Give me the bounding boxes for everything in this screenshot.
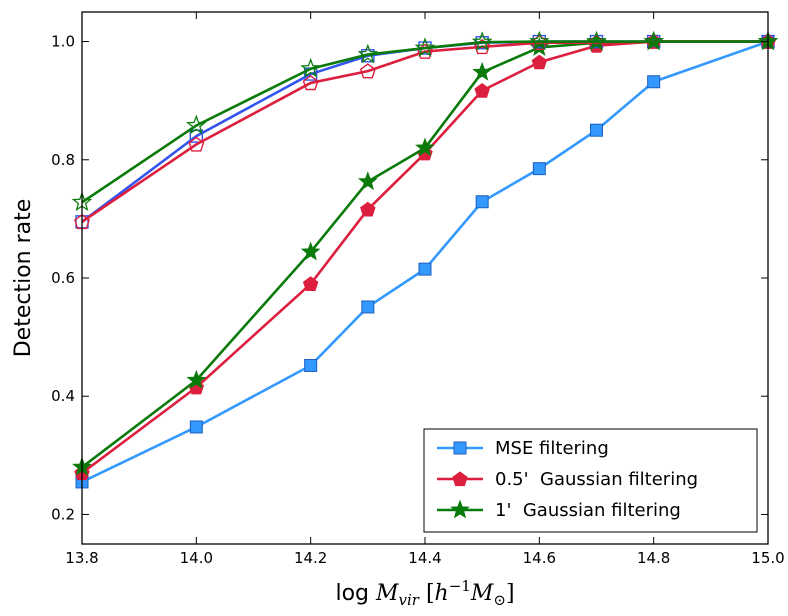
data-point-g1_open [300,57,321,78]
legend-marker [453,441,467,455]
data-point-mse [361,300,375,314]
data-point-mse [590,123,603,137]
data-point-mse [475,195,489,209]
data-point-g05_open [188,136,205,152]
x-tick-label: 14.0 [180,549,213,567]
x-axis-label-mass-subscript: vir [399,591,420,609]
x-axis-label-prefix: log [335,581,376,606]
data-point-g1_open [186,114,207,135]
data-point-g1 [472,61,493,81]
x-tick-label: 14.6 [523,549,556,567]
legend-entry-mse: MSE filtering [437,438,609,459]
data-point-g1_open [529,30,550,51]
data-point-g1_open [643,30,664,51]
x-axis-label-h-exponent: −1 [449,577,471,595]
legend-label: 1' Gaussian filtering [495,500,681,521]
series-line-g05 [81,40,768,475]
data-point-mse [647,75,661,89]
legend-marker [450,499,470,519]
series-mse [75,35,775,489]
data-point-mse_open [189,129,204,143]
data-point-g1_open [471,31,493,51]
data-point-g1_open [357,43,379,64]
data-point-g1 [186,369,207,389]
legend-label: MSE filtering [495,438,609,459]
x-tick-label: 13.8 [65,549,98,567]
data-point-g1_open [414,37,436,57]
data-point-mse [304,358,318,372]
series-line-mse [81,40,769,484]
x-axis-label-mass: M [375,581,399,606]
y-tick-label: 0.8 [51,151,75,169]
x-axis-label-msun-subscript: ⊙ [493,591,506,609]
y-tick-label: 1.0 [51,33,75,51]
legend-marker [452,471,468,487]
y-tick-label: 0.4 [51,387,75,405]
legend-entries: MSE filtering 0.5' Gaussian filtering 1' G… [437,438,698,521]
data-point-g1 [357,171,378,191]
x-tick-label: 14.8 [637,549,670,567]
legend-frame [423,428,758,533]
data-point-mse [189,420,203,434]
x-axis-label-bracket-close: ] [506,581,515,606]
data-point-g05_open [359,63,376,79]
data-point-g05 [474,83,490,98]
data-point-mse [418,262,432,276]
legend-entry-g05: 0.5' Gaussian filtering [437,469,698,490]
data-point-g05 [302,276,319,291]
x-axis-label-msun: M [470,581,494,606]
data-point-g05_open [302,75,319,91]
y-tick-label: 0.6 [51,269,75,287]
x-axis-label-bracket-open: [ [419,581,435,606]
x-tick-label: 15.0 [751,549,784,567]
ticks-layer: 13.8 14.0 14.2 14.4 14.6 14.8 15.0 0.2 0.4 0.6 0.8… [51,12,785,567]
data-point-g1_open [586,30,607,51]
data-point-g1 [415,137,435,157]
y-tick-label: 0.2 [51,505,75,523]
data-point-g05 [531,54,548,70]
legend: MSE filtering 0.5' Gaussian filtering 1' G… [423,428,758,533]
x-tick-label: 14.4 [408,549,441,567]
series-layer [71,30,779,489]
data-point-g05_open [474,39,491,55]
legend-entry-g1: 1' Gaussian filtering [437,499,681,521]
x-axis-label-h: h [435,581,449,606]
data-point-g05 [360,201,376,217]
data-point-g1 [300,241,321,261]
legend-label: 0.5' Gaussian filtering [495,469,698,490]
x-tick-label: 14.2 [294,549,327,567]
x-axis-label: log Mvir [h−1M⊙] [335,577,514,609]
data-point-mse [532,162,546,176]
y-axis-label: Detection rate [11,199,36,358]
series-line-g1_open [81,40,768,204]
